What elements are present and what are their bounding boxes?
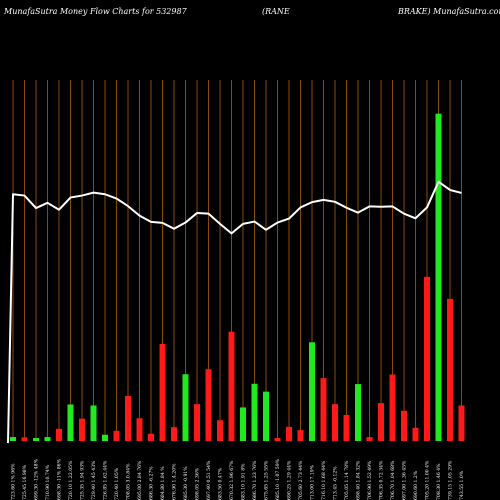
volume-bar [33, 438, 39, 441]
bar-label: 685.30 -0.91% [183, 466, 189, 500]
volume-bar [366, 437, 373, 441]
volume-bar [125, 395, 131, 441]
bar-label: 686.70 1.23 76% [252, 460, 258, 500]
volume-bar [159, 343, 166, 441]
bar-label: 723.60 1% 96% [11, 463, 17, 500]
volume-bar [424, 276, 430, 441]
bar-label: 697.40 0.51 54% [206, 460, 212, 500]
bar-label: 706.70 1.04 68% [390, 460, 396, 500]
volume-bar [228, 331, 235, 441]
volume-bar [79, 418, 85, 441]
volume-bar [217, 420, 223, 441]
volume-bar [401, 410, 407, 441]
bar-label: 725.45 16.98% [22, 464, 28, 500]
volume-bars [10, 113, 465, 442]
chart-title-left: MunafaSutra Money Flow Charts for 532987 [3, 7, 188, 16]
bar-label: 670.32 1.96 67% [229, 460, 235, 500]
volume-bar [194, 404, 200, 441]
bar-label: 685.10 -1.07 59% [275, 458, 281, 500]
bar-labels: 723.60 1% 96% 725.45 16.98% 699.30 -12% 48… [11, 458, 466, 500]
volume-bar [56, 428, 62, 441]
volume-bar [297, 430, 304, 441]
volume-bar [44, 437, 51, 441]
volume-bar [148, 433, 154, 441]
price-line [7, 180, 462, 444]
volume-bar [378, 403, 384, 441]
bar-label: 729.40 1.45 43% [91, 460, 97, 500]
bar-label: 706.35 0.72 34% [379, 460, 385, 500]
volume-bar [102, 434, 108, 441]
bar-label: 708.30 1.46 4% [436, 463, 442, 500]
bar-label: 705.60 2.73 44% [298, 460, 304, 500]
bar-label: 699.30 -12% 48% [34, 458, 40, 500]
bar-label: 698.40 1.84 32% [356, 460, 362, 500]
bar-label: 698.30 -11% 86% [57, 458, 63, 500]
bar-label: 684.80 1.84 % [160, 466, 166, 500]
volume-bar [136, 418, 143, 441]
bar-label: 690.60 1.2% [413, 470, 419, 500]
bar-label: 676.90 1.4.20% [172, 463, 178, 500]
volume-bar [309, 342, 315, 441]
volume-bar [90, 405, 97, 441]
volume-bar [21, 437, 28, 441]
chart-title-symbol-open: (RANE [262, 7, 290, 16]
volume-bar [286, 426, 292, 441]
bar-label: 710.90 10.74% [45, 464, 51, 500]
bar-label: 690.25 1.29 44% [287, 460, 293, 500]
bar-label: 726.85 1.62.44% [103, 460, 109, 500]
volume-bar [10, 437, 16, 441]
bar-label: 686.30 -6.27% [149, 466, 155, 500]
bar-label: 705.20 11.00 4% [425, 460, 431, 500]
price-line-group [7, 180, 462, 444]
bar-label: 706.90 1.52 49% [367, 460, 373, 500]
bar-label: 713.00 17.19% [310, 464, 316, 500]
volume-bar [113, 430, 120, 441]
bar-label: 697.00 1.36 45% [402, 460, 408, 500]
volume-bar [251, 383, 258, 441]
bar-label: 683.10 1.91 8% [241, 463, 247, 500]
bar-label: 705.05 1.14 78% [344, 460, 350, 500]
volume-bar [320, 378, 327, 441]
volume-bar [171, 427, 177, 441]
volume-bar [458, 405, 465, 441]
volume-bar [447, 298, 453, 441]
volume-bar [182, 374, 189, 441]
bar-label: 695.00 2.84 76% [137, 460, 143, 500]
bar-label: 698.05 2.36% [195, 467, 201, 500]
volume-bar [274, 438, 281, 441]
bar-label: 720.40 1.05% [114, 467, 120, 500]
bar-label: 683.50 0.47% [218, 467, 224, 500]
volume-bar [343, 415, 350, 441]
volume-bar [205, 369, 212, 441]
bar-label: 675.65 1.25 55% [264, 460, 270, 500]
volume-bar [412, 427, 419, 441]
bar-label: 720.10 1.22.05% [68, 460, 74, 500]
bar-label: 739.15 1.05 29% [448, 460, 454, 500]
bar-label: 713.45 -0.12% [333, 466, 339, 500]
bar-label: 716.10 1.68 44% [321, 460, 327, 500]
volume-bar [240, 407, 246, 441]
bar-label: 725.35 1.94 93% [80, 460, 86, 500]
bar-label: 708.05 3.0.84% [126, 463, 132, 500]
volume-bar [389, 374, 396, 441]
volume-bar [355, 384, 361, 441]
volume-bar [435, 113, 442, 442]
volume-bar [332, 404, 338, 441]
volume-bar [67, 404, 74, 441]
volume-bar [263, 391, 269, 441]
chart-title-right: BRAKE) MunafaSutra.com [397, 7, 500, 16]
bar-label: 743.55 1.0% [459, 470, 465, 500]
